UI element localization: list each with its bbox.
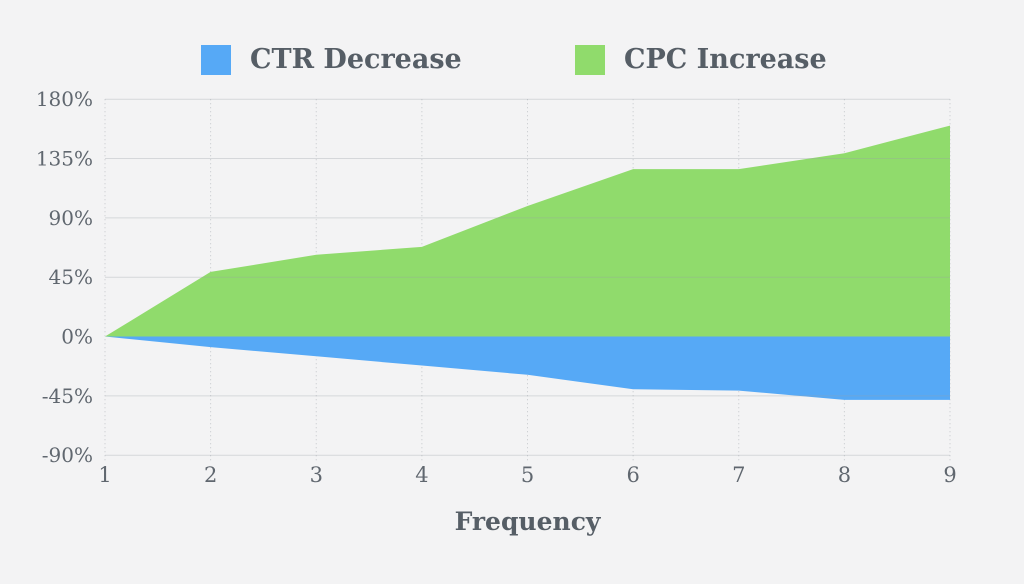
x-tick-label: 4 xyxy=(415,463,428,487)
y-tick-label: 180% xyxy=(36,87,93,111)
y-tick-label: 0% xyxy=(61,325,93,349)
y-tick-label: 90% xyxy=(49,206,93,230)
x-tick-label: 7 xyxy=(732,463,745,487)
legend-label-cpc-increase: CPC Increase xyxy=(624,44,827,75)
y-tick-label: -45% xyxy=(42,384,93,408)
cpc-increase-swatch-icon xyxy=(575,45,605,75)
x-tick-label: 3 xyxy=(310,463,323,487)
x-tick-label: 8 xyxy=(838,463,851,487)
area-ctr-decrease xyxy=(105,336,950,400)
x-tick-label: 1 xyxy=(98,463,111,487)
y-tick-label: -90% xyxy=(42,443,93,467)
legend-item-cpc-increase: CPC Increase xyxy=(575,45,827,75)
legend-label-ctr-decrease: CTR Decrease xyxy=(250,44,462,75)
y-tick-label: 135% xyxy=(36,147,93,171)
legend-item-ctr-decrease: CTR Decrease xyxy=(201,45,462,75)
x-tick-label: 9 xyxy=(943,463,956,487)
x-axis-title: Frequency xyxy=(454,507,601,536)
x-tick-label: 6 xyxy=(626,463,639,487)
x-tick-label: 2 xyxy=(204,463,217,487)
y-tick-label: 45% xyxy=(49,265,93,289)
ctr-decrease-swatch-icon xyxy=(201,45,231,75)
area-cpc-increase xyxy=(105,125,950,337)
x-tick-label: 5 xyxy=(521,463,534,487)
